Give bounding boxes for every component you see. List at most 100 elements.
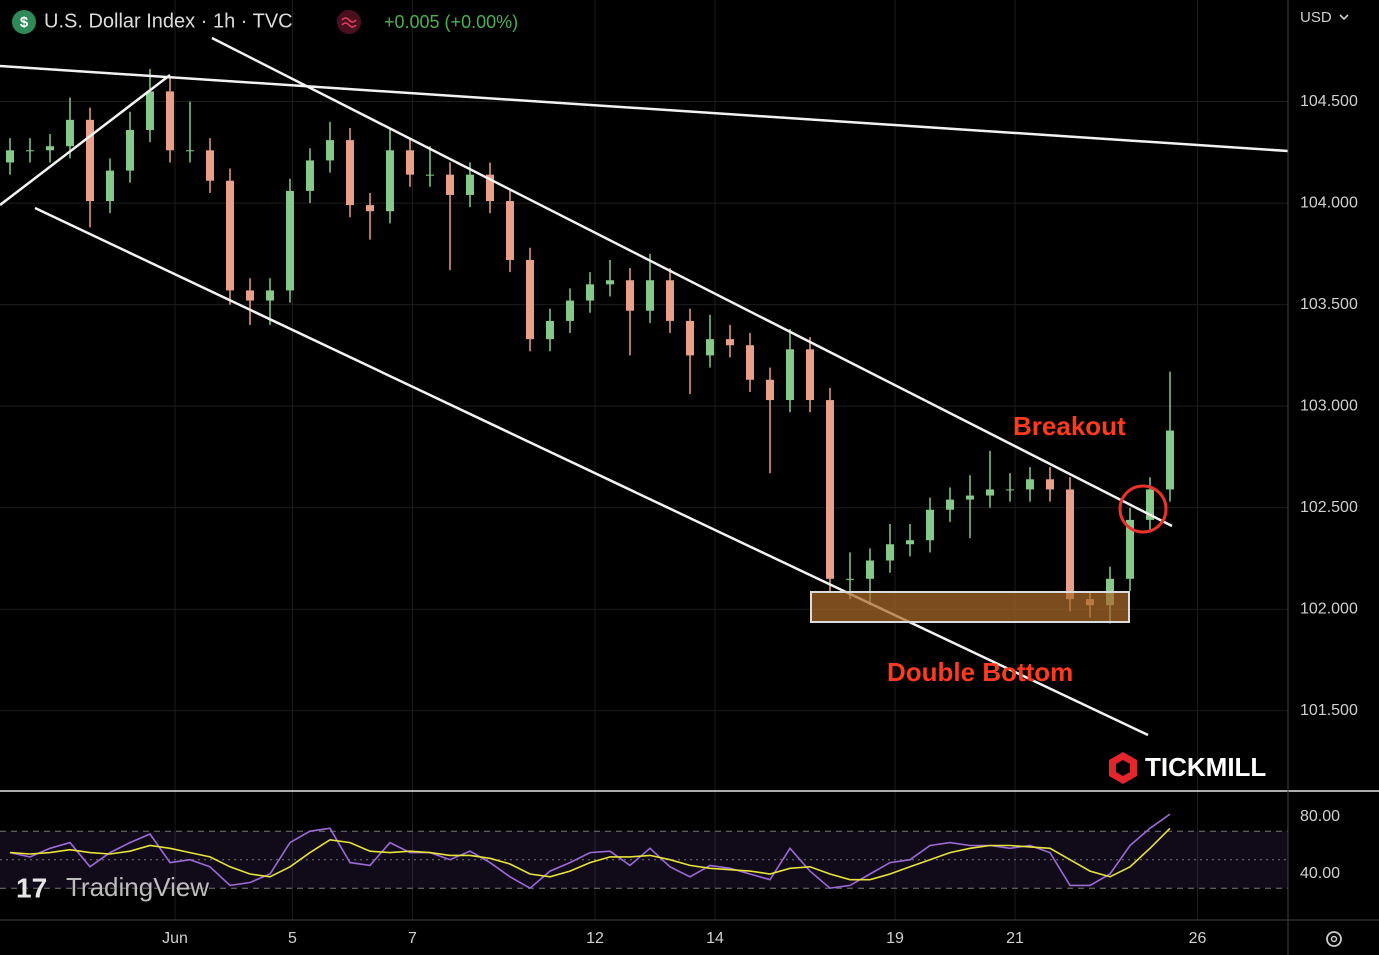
candle-body bbox=[1046, 479, 1054, 490]
marks bbox=[6, 69, 1174, 890]
candle-body bbox=[606, 280, 614, 285]
trend-line bbox=[0, 64, 1289, 153]
candle-body bbox=[266, 290, 274, 301]
candle-body bbox=[706, 339, 714, 356]
y-tick-label: 104.500 bbox=[1300, 93, 1358, 110]
y-tick-label: 101.500 bbox=[1300, 702, 1358, 719]
candle-body bbox=[866, 560, 874, 579]
y-tick-label: 80.00 bbox=[1300, 808, 1340, 825]
double-bottom-zone bbox=[810, 591, 1130, 623]
candle-body bbox=[566, 300, 574, 321]
candle-body bbox=[366, 205, 374, 212]
currency-chevron bbox=[1339, 14, 1349, 21]
y-tick-label: 104.000 bbox=[1300, 194, 1358, 211]
candle-body bbox=[6, 150, 14, 163]
candle-body bbox=[726, 339, 734, 346]
candle-body bbox=[166, 91, 174, 151]
candle-body bbox=[86, 119, 94, 202]
rsi-line bbox=[9, 827, 1171, 881]
candle-body bbox=[746, 345, 754, 380]
y-tick-label: 103.000 bbox=[1300, 397, 1358, 414]
price-change: +0.005 (+0.00%) bbox=[384, 12, 518, 32]
candle-body bbox=[206, 150, 214, 181]
rsi-line bbox=[9, 813, 1171, 890]
candle-body bbox=[1066, 489, 1074, 600]
settings-icon-center bbox=[1330, 935, 1338, 943]
tickmill-logo bbox=[1109, 752, 1137, 784]
candle-body bbox=[786, 349, 794, 401]
candle-body bbox=[426, 174, 434, 176]
broker-watermark: TICKMILL bbox=[1145, 752, 1266, 782]
candle-body bbox=[646, 280, 654, 311]
candle-body bbox=[406, 150, 414, 175]
breakout-circle bbox=[1118, 484, 1168, 534]
x-tick-label: Jun bbox=[162, 930, 188, 947]
x-tick-label: 21 bbox=[1006, 930, 1024, 947]
currency[interactable]: USD bbox=[1300, 9, 1332, 26]
candle-body bbox=[506, 201, 514, 260]
candle-body bbox=[666, 280, 674, 321]
candle-body bbox=[1006, 489, 1014, 491]
symbol-icon bbox=[12, 10, 36, 34]
candle-body bbox=[906, 540, 914, 545]
tv-logo: 17 bbox=[16, 872, 47, 903]
candle-body bbox=[546, 320, 554, 340]
y-tick-label: 102.500 bbox=[1300, 499, 1358, 516]
trend-lines bbox=[0, 36, 1289, 737]
y-tick-label: 103.500 bbox=[1300, 296, 1358, 313]
x-tick-label: 14 bbox=[706, 930, 724, 947]
candle-body bbox=[466, 174, 474, 195]
x-tick-label: 5 bbox=[288, 930, 297, 947]
symbol-icon-text: $ bbox=[20, 14, 29, 31]
candle-body bbox=[586, 284, 594, 301]
annotation: Double Bottom bbox=[887, 657, 1073, 687]
trend-line bbox=[211, 36, 1173, 528]
candle-body bbox=[1146, 489, 1154, 520]
y-tick-label: 102.000 bbox=[1300, 600, 1358, 617]
x-tick-label: 26 bbox=[1189, 930, 1207, 947]
candle-body bbox=[886, 544, 894, 561]
x-tick-label: 12 bbox=[586, 930, 604, 947]
candle-body bbox=[986, 489, 994, 496]
candle-body bbox=[286, 190, 294, 291]
trend-line bbox=[0, 74, 171, 206]
candle-body bbox=[806, 349, 814, 401]
candle-body bbox=[246, 290, 254, 301]
trend-line bbox=[34, 206, 1149, 737]
indicator-icon bbox=[337, 10, 361, 34]
candle-body bbox=[486, 174, 494, 202]
candle-body bbox=[1166, 430, 1174, 490]
settings-icon[interactable] bbox=[1326, 931, 1342, 947]
candle-body bbox=[46, 146, 54, 151]
candle-body bbox=[226, 180, 234, 291]
candle-body bbox=[186, 150, 194, 152]
platform-watermark: TradingView bbox=[66, 872, 209, 902]
candle-body bbox=[1026, 479, 1034, 490]
candle-body bbox=[526, 259, 534, 340]
x-tick-label: 19 bbox=[886, 930, 904, 947]
candle-body bbox=[686, 320, 694, 356]
candle-body bbox=[826, 400, 834, 579]
tickmill-hex-inner bbox=[1116, 760, 1130, 776]
candle-body bbox=[926, 509, 934, 541]
candle-body bbox=[146, 91, 154, 130]
y-tick-label: 40.00 bbox=[1300, 865, 1340, 882]
rsi-bands bbox=[0, 830, 1288, 889]
grid bbox=[0, 0, 1288, 920]
annotation: Breakout bbox=[1013, 411, 1126, 441]
candle-body bbox=[446, 174, 454, 195]
candle-body bbox=[966, 495, 974, 500]
indicator-icon-wave bbox=[341, 17, 357, 28]
candle-body bbox=[326, 140, 334, 161]
candle-body bbox=[846, 578, 854, 580]
candle-body bbox=[766, 379, 774, 401]
candle-body bbox=[346, 140, 354, 206]
candle-body bbox=[946, 499, 954, 510]
candle-body bbox=[26, 150, 34, 152]
symbol-title: U.S. Dollar Index · 1h · TVC bbox=[44, 10, 293, 32]
candle-body bbox=[386, 150, 394, 212]
candle-body bbox=[126, 129, 134, 171]
